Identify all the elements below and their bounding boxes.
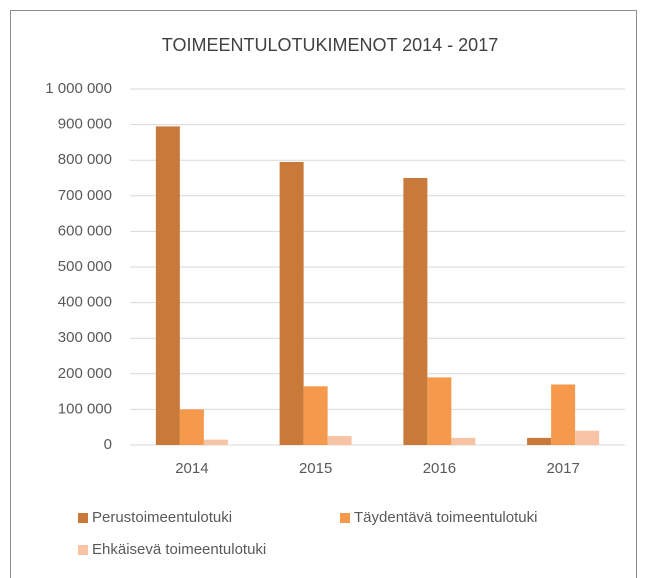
y-tick-label: 0 <box>104 436 112 453</box>
y-tick-label: 100 000 <box>58 400 112 417</box>
legend-swatch <box>78 513 88 523</box>
x-tick-label: 2015 <box>299 460 332 477</box>
chart-title: TOIMEENTULOTUKIMENOT 2014 - 2017 <box>162 35 498 55</box>
bar <box>327 436 352 445</box>
bar <box>451 437 476 445</box>
chart-frame <box>10 10 637 578</box>
bar <box>575 430 600 445</box>
legend-label: Ehkäisevä toimeentulotuki <box>92 541 266 558</box>
y-tick-label: 400 000 <box>58 294 112 311</box>
y-tick-label: 600 000 <box>58 222 112 239</box>
bar <box>403 178 428 445</box>
y-tick-label: 800 000 <box>58 151 112 168</box>
bar <box>155 126 180 445</box>
legend-swatch <box>340 513 350 523</box>
bar <box>427 377 452 445</box>
bar <box>551 384 576 445</box>
bar <box>527 437 552 445</box>
legend-swatch <box>78 545 88 555</box>
y-tick-label: 700 000 <box>58 187 112 204</box>
y-tick-label: 300 000 <box>58 329 112 346</box>
x-tick-label: 2016 <box>423 460 456 477</box>
legend-label: Täydentävä toimeentulotuki <box>354 509 537 526</box>
y-tick-label: 900 000 <box>58 116 112 133</box>
legend-label: Perustoimeentulotuki <box>92 509 232 526</box>
bar <box>303 386 328 445</box>
y-tick-label: 1 000 000 <box>45 80 112 97</box>
y-tick-label: 500 000 <box>58 258 112 275</box>
y-tick-label: 200 000 <box>58 365 112 382</box>
bar <box>279 161 304 446</box>
x-tick-label: 2014 <box>175 460 208 477</box>
x-tick-label: 2017 <box>546 460 579 477</box>
bar <box>179 409 204 445</box>
bar <box>203 439 228 445</box>
